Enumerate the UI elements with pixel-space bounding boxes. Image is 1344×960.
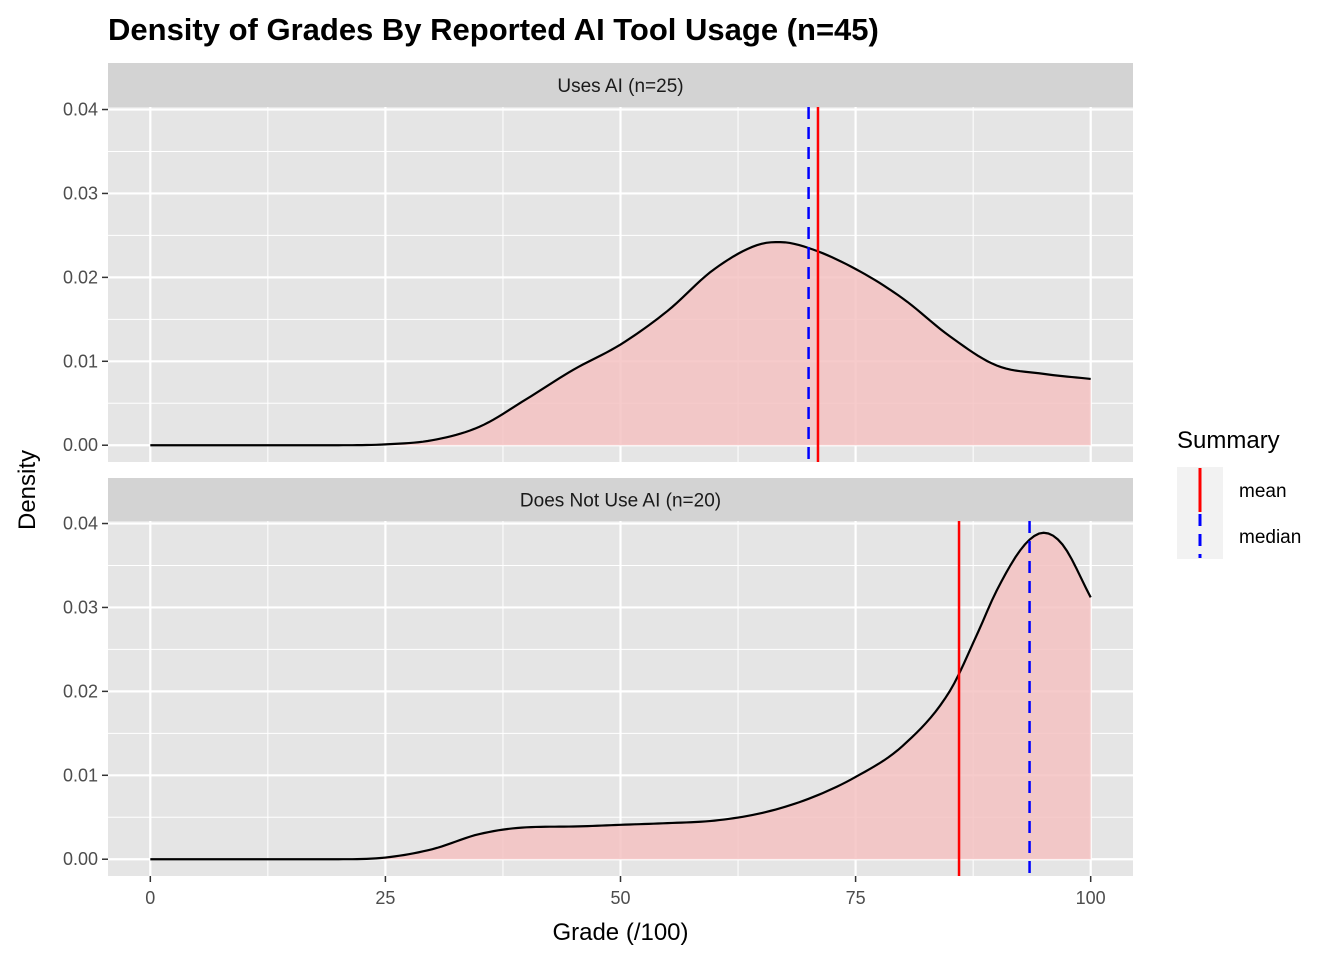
x-tick-label: 100 (1076, 888, 1106, 908)
y-tick-label: 0.01 (63, 351, 98, 371)
x-tick-label: 75 (846, 888, 866, 908)
facet-strip (108, 478, 1133, 521)
x-tick-label: 50 (610, 888, 630, 908)
y-tick-label: 0.04 (63, 514, 98, 534)
x-tick-label: 25 (375, 888, 395, 908)
y-tick-label: 0.01 (63, 765, 98, 785)
facet-panel: Does Not Use AI (n=20) 0.00 0.01 0.02 0.03 0.… (63, 478, 1133, 908)
y-tick-label: 0.02 (63, 267, 98, 287)
y-tick-label: 0.04 (63, 100, 98, 120)
y-tick-label: 0.02 (63, 681, 98, 701)
density-curve (150, 241, 1091, 447)
facet-strip-label: Does Not Use AI (n=20) (520, 491, 721, 512)
y-tick-label: 0.03 (63, 183, 98, 203)
y-tick-label: 0.00 (63, 435, 98, 455)
y-axis-title: Density (14, 450, 41, 530)
legend-title: Summary (1177, 427, 1280, 454)
x-axis-title: Grade (/100) (552, 919, 688, 946)
y-tick-label: 0.03 (63, 597, 98, 617)
facet-panel: Uses AI (n=25) 0.00 0.01 0.02 0.03 0.04 (63, 63, 1133, 462)
density-area (150, 242, 1091, 446)
facet-strip (108, 63, 1133, 107)
legend: Summary mean median (1177, 427, 1301, 559)
legend-items: mean median (1177, 467, 1301, 559)
chart-title: Density of Grades By Reported AI Tool Us… (108, 12, 879, 47)
facet-strip-label: Uses AI (n=25) (557, 76, 683, 97)
y-tick-label: 0.00 (63, 849, 98, 869)
legend-label-mean: mean (1239, 481, 1287, 502)
x-tick-label: 0 (145, 888, 155, 908)
density-curve (150, 531, 1092, 861)
legend-label-median: median (1239, 527, 1301, 548)
